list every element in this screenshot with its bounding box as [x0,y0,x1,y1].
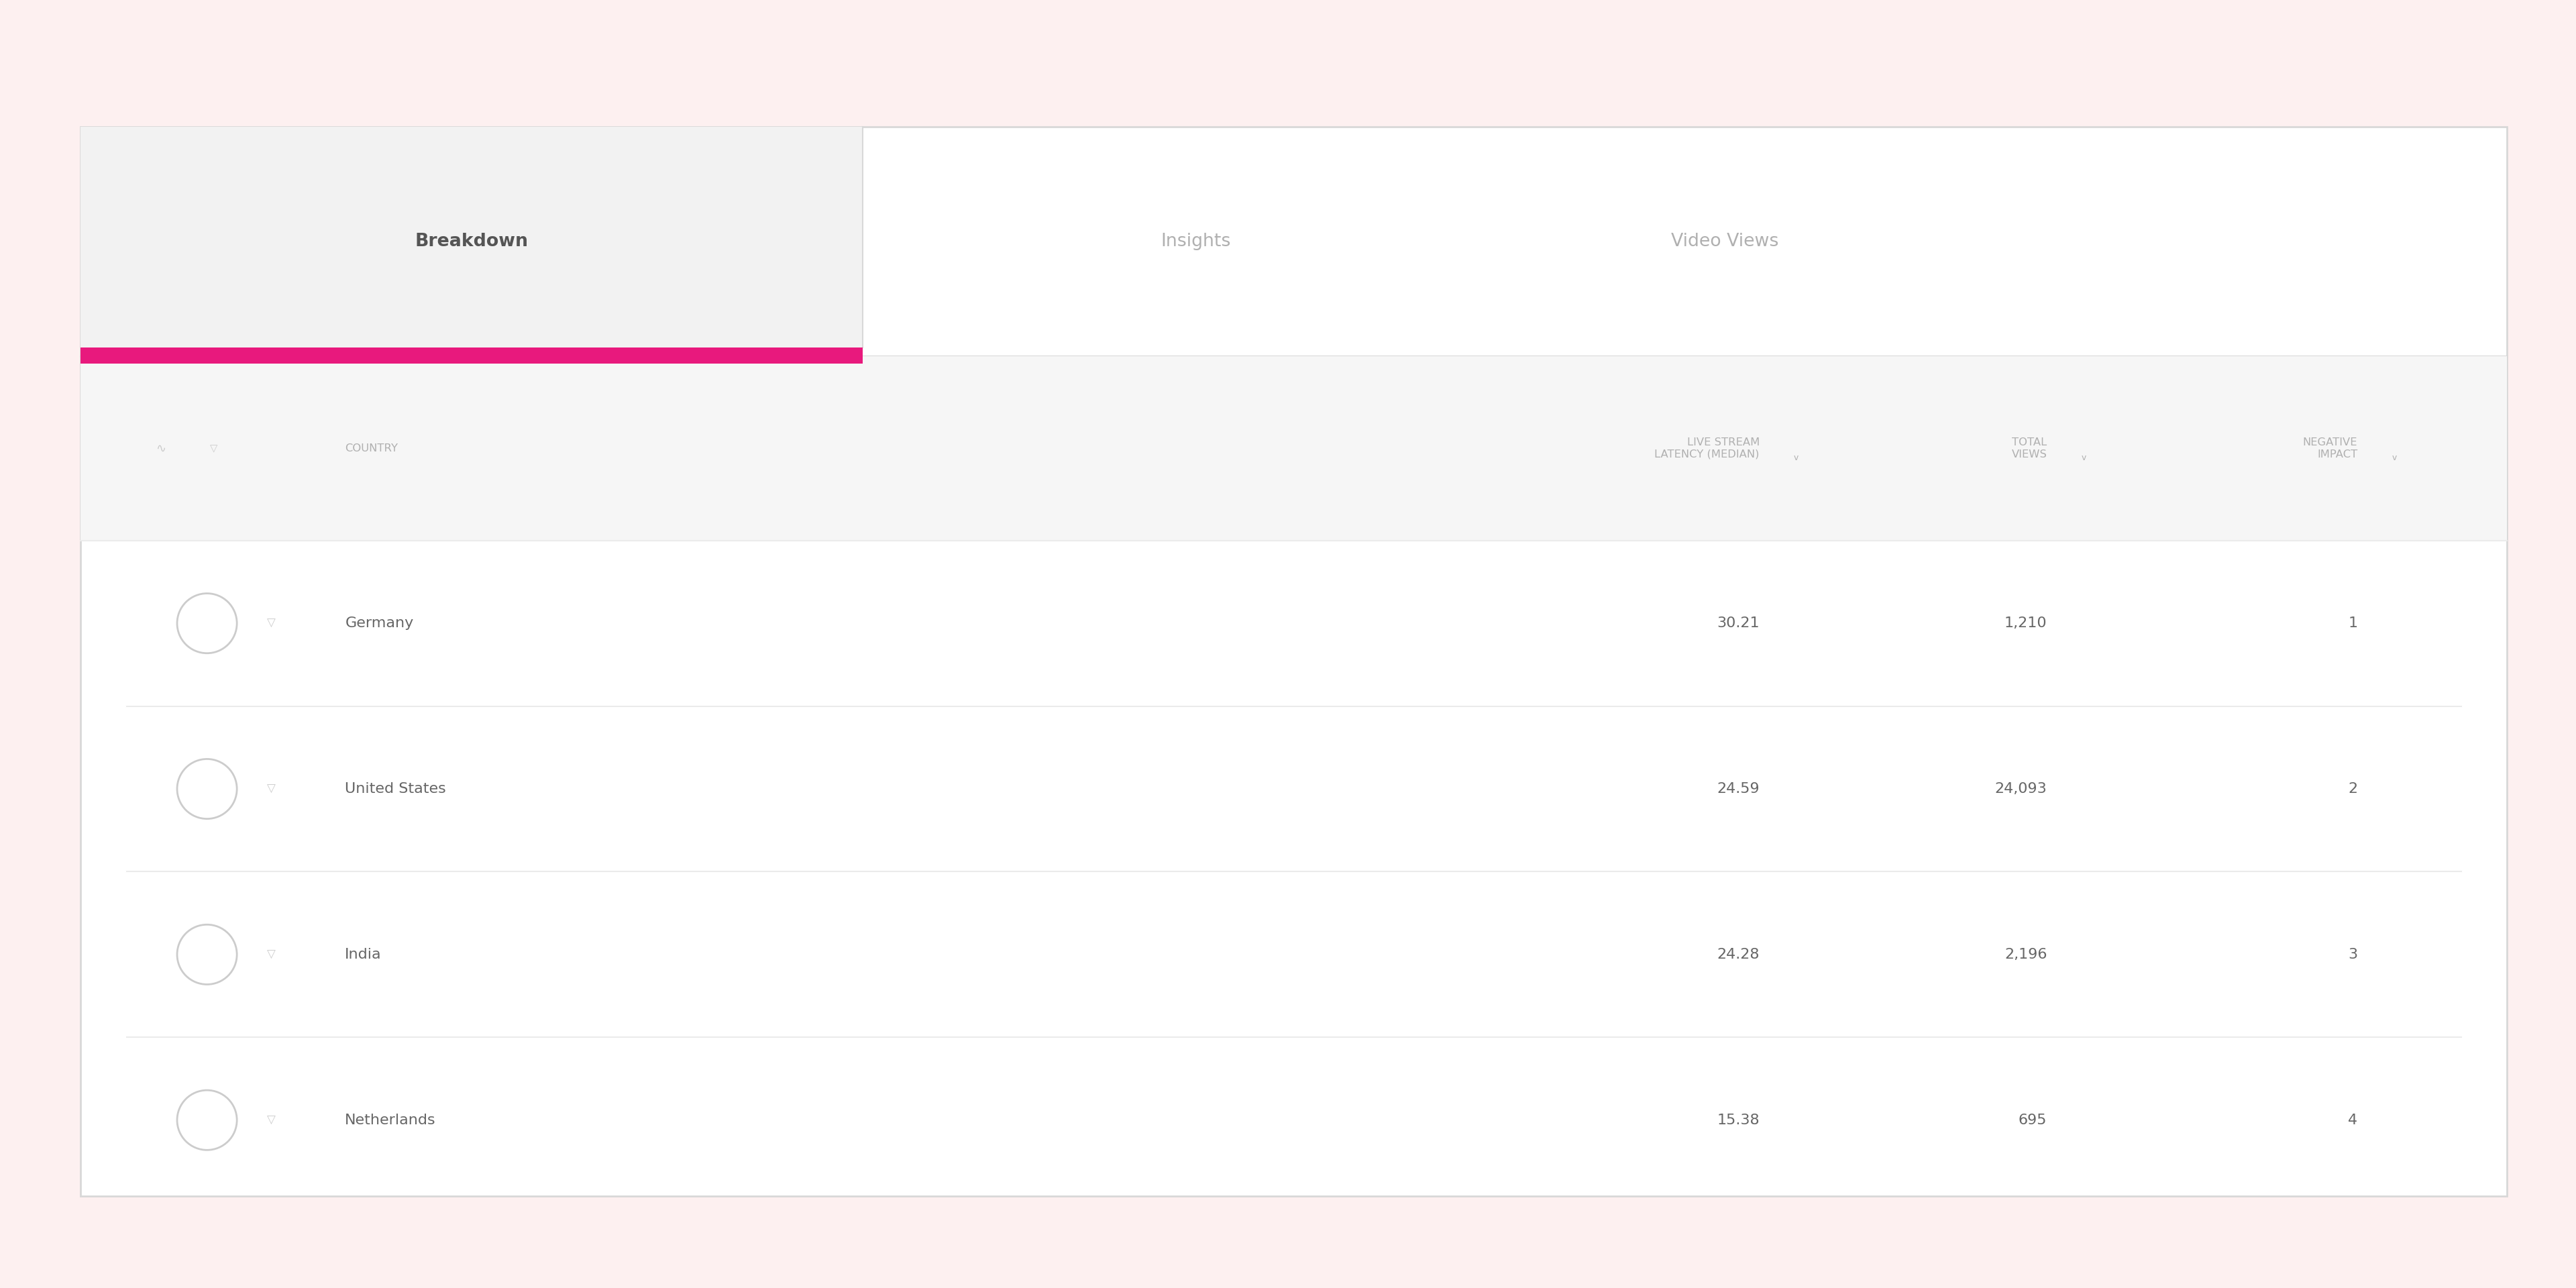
Text: LIVE STREAM
LATENCY (MEDIAN): LIVE STREAM LATENCY (MEDIAN) [1654,438,1759,460]
Circle shape [178,759,237,819]
Text: ▽: ▽ [268,783,276,795]
Text: 1,210: 1,210 [2004,617,2048,630]
Text: ▽: ▽ [211,443,219,453]
Text: Germany: Germany [345,617,415,630]
Circle shape [178,594,237,653]
Text: 2: 2 [2349,782,2357,796]
Text: v: v [2393,453,2396,462]
Text: 30.21: 30.21 [1716,617,1759,630]
Text: 24.59: 24.59 [1716,782,1759,796]
Text: TOTAL
VIEWS: TOTAL VIEWS [2012,438,2048,460]
Text: 1: 1 [2349,617,2357,630]
Text: Breakdown: Breakdown [415,233,528,250]
Circle shape [178,925,237,984]
Text: 24,093: 24,093 [1994,782,2048,796]
FancyBboxPatch shape [80,357,2506,541]
Text: United States: United States [345,782,446,796]
FancyBboxPatch shape [80,126,2506,1197]
Text: 3: 3 [2349,948,2357,961]
Text: 695: 695 [2020,1113,2048,1127]
Text: v: v [1793,453,1798,462]
Text: ▽: ▽ [268,948,276,961]
Circle shape [178,1090,237,1150]
Text: COUNTRY: COUNTRY [345,443,399,453]
Text: Netherlands: Netherlands [345,1113,435,1127]
Text: 24.28: 24.28 [1718,948,1759,961]
Text: NEGATIVE
IMPACT: NEGATIVE IMPACT [2303,438,2357,460]
Text: Video Views: Video Views [1672,233,1780,250]
Text: 2,196: 2,196 [2004,948,2048,961]
Text: ∿: ∿ [157,443,165,455]
Text: 15.38: 15.38 [1716,1113,1759,1127]
FancyBboxPatch shape [80,348,863,363]
Text: ▽: ▽ [268,1114,276,1126]
Text: India: India [345,948,381,961]
Text: ▽: ▽ [268,617,276,630]
Text: Insights: Insights [1162,233,1231,250]
Text: v: v [2081,453,2087,462]
FancyBboxPatch shape [80,126,863,357]
Text: 4: 4 [2349,1113,2357,1127]
